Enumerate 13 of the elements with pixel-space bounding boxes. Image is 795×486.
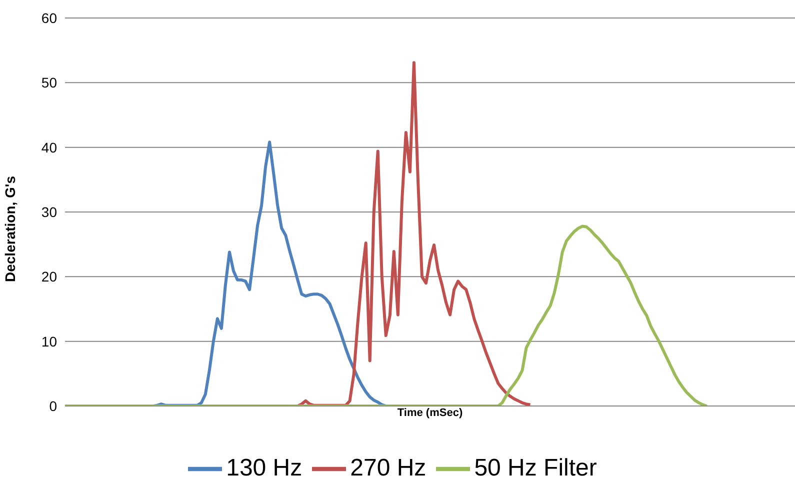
y-tick-label: 40	[41, 139, 58, 156]
legend-label: 130 Hz	[226, 454, 302, 482]
y-tick-label: 60	[41, 10, 58, 26]
legend-label: 270 Hz	[350, 454, 426, 482]
y-tick-label: 30	[41, 204, 58, 220]
y-tick-label: 10	[41, 333, 58, 350]
legend-label: 50 Hz Filter	[474, 454, 597, 482]
x-axis-title: Time (mSec)	[397, 406, 463, 419]
line-series	[65, 224, 708, 406]
y-tick-label: 50	[41, 74, 58, 91]
y-tick-label: 0	[49, 398, 58, 414]
y-tick-label: 20	[41, 268, 58, 285]
y-axis-title: Decleration, G's	[2, 176, 18, 282]
